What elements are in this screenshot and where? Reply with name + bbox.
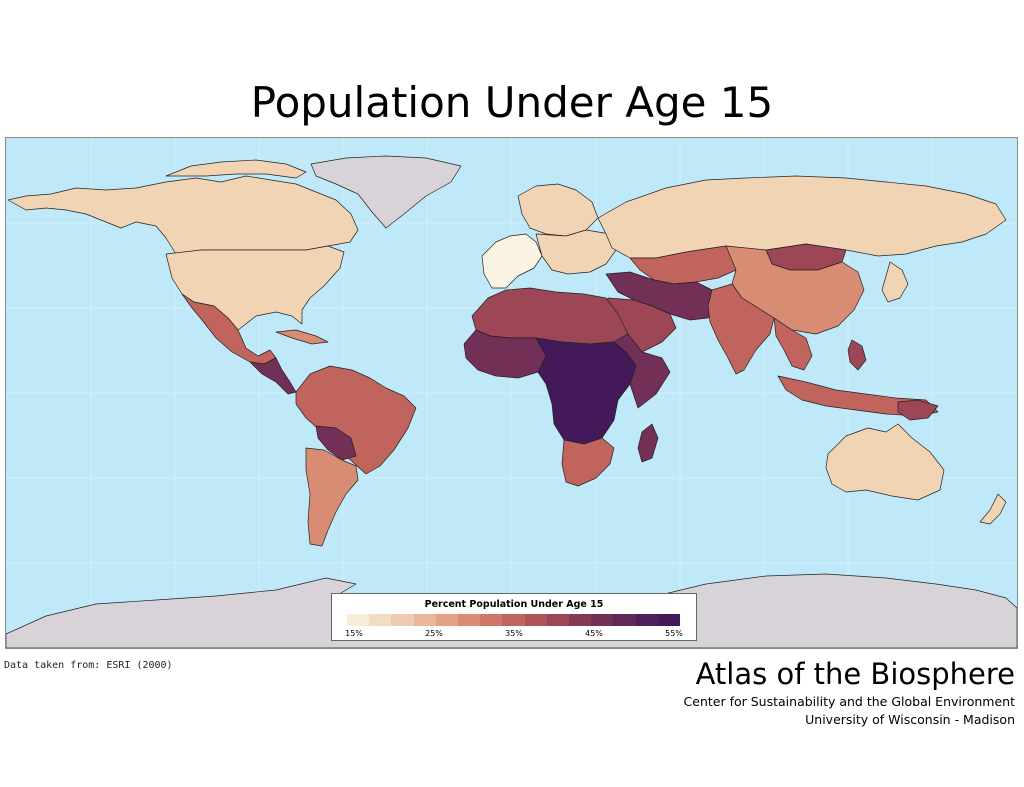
legend-tick-55: 55% bbox=[665, 629, 683, 638]
legend-swatch-12 bbox=[613, 614, 636, 626]
legend-swatch-14 bbox=[657, 614, 681, 626]
region-australia bbox=[825, 423, 945, 501]
atlas-university: University of Wisconsin - Madison bbox=[805, 712, 1015, 727]
region-europe-north bbox=[517, 183, 599, 237]
legend-swatch-3 bbox=[413, 614, 436, 626]
region-europe-west bbox=[481, 233, 543, 289]
legend-tick-35: 35% bbox=[505, 629, 523, 638]
atlas-center: Center for Sustainability and the Global… bbox=[683, 694, 1015, 709]
map-svg bbox=[6, 138, 1017, 648]
region-central-asia bbox=[629, 245, 747, 285]
legend-swatch-11 bbox=[591, 614, 614, 626]
region-southern-africa bbox=[561, 437, 615, 487]
legend-swatch-7 bbox=[502, 614, 525, 626]
region-madagascar bbox=[637, 423, 659, 463]
legend-swatch-0 bbox=[347, 614, 370, 626]
region-bolivia bbox=[315, 425, 357, 461]
region-caribbean bbox=[275, 329, 329, 345]
region-arctic-islands bbox=[165, 159, 307, 179]
legend-swatch-4 bbox=[435, 614, 459, 626]
legend-color-ramp bbox=[347, 614, 681, 626]
legend-swatch-2 bbox=[391, 614, 414, 626]
legend-swatch-13 bbox=[635, 614, 658, 626]
data-source-note: Data taken from: ESRI (2000) bbox=[4, 660, 173, 671]
legend-swatch-10 bbox=[569, 614, 592, 626]
legend-swatch-9 bbox=[546, 614, 570, 626]
region-new-zealand bbox=[979, 493, 1007, 525]
region-philippines bbox=[847, 339, 867, 371]
region-canada-alaska bbox=[7, 175, 359, 255]
map-title: Population Under Age 15 bbox=[250, 78, 774, 127]
atlas-credit: Atlas of the Biosphere Center for Sustai… bbox=[684, 655, 1015, 729]
region-south-asia bbox=[707, 283, 775, 375]
region-southeast-asia bbox=[773, 317, 813, 371]
legend-tick-25: 25% bbox=[425, 629, 443, 638]
legend-tick-45: 45% bbox=[585, 629, 603, 638]
region-central-africa bbox=[535, 337, 637, 445]
region-greenland bbox=[310, 155, 462, 229]
legend-swatch-6 bbox=[480, 614, 503, 626]
legend-title: Percent Population Under Age 15 bbox=[424, 599, 604, 610]
region-central-america bbox=[249, 357, 297, 395]
region-horn-of-africa bbox=[613, 333, 671, 409]
legend-swatch-5 bbox=[458, 614, 481, 626]
region-europe-east bbox=[535, 229, 617, 275]
region-japan bbox=[881, 261, 909, 303]
legend-swatch-8 bbox=[524, 614, 547, 626]
legend-tick-15: 15% bbox=[345, 629, 363, 638]
world-map bbox=[5, 137, 1018, 649]
legend-box: Percent Population Under Age 15 15% 25% … bbox=[331, 593, 697, 641]
region-southern-cone bbox=[305, 447, 359, 547]
region-papua bbox=[897, 399, 939, 421]
region-mexico bbox=[181, 293, 277, 365]
atlas-name: Atlas of the Biosphere bbox=[695, 657, 1015, 691]
legend-swatch-1 bbox=[369, 614, 392, 626]
